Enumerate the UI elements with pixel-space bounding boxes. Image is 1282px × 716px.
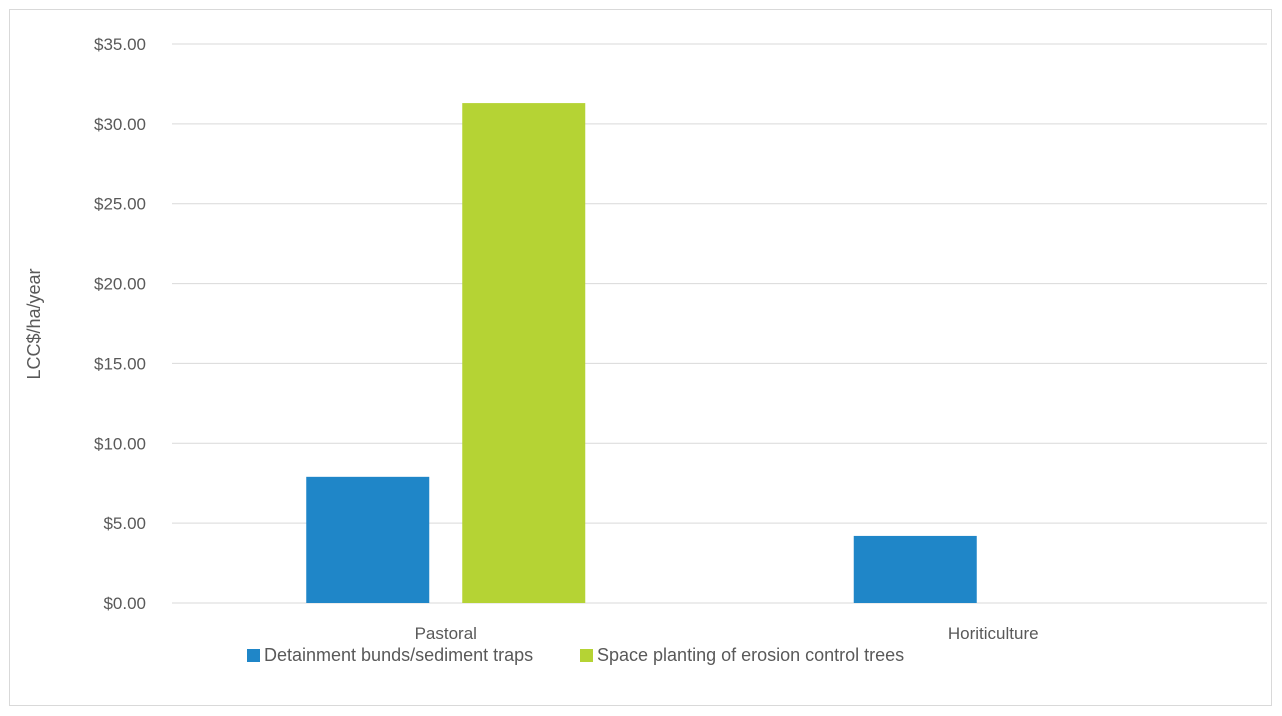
x-tick-label: Horiticulture [948,624,1039,643]
y-tick-label: $35.00 [94,35,146,54]
x-axis-tick-labels: Pastoral Horiticulture [415,624,1039,643]
x-tick-label: Pastoral [415,624,477,643]
legend: Detainment bunds/sediment traps Space pla… [247,645,904,665]
y-tick-label: $10.00 [94,434,146,453]
bar-pastoral-series-1 [306,476,430,603]
bars [306,103,977,603]
y-tick-label: $15.00 [94,354,146,373]
y-tick-label: $25.00 [94,195,146,214]
chart-frame [9,9,1272,706]
legend-label: Space planting of erosion control trees [597,645,904,665]
legend-label: Detainment bunds/sediment traps [264,645,533,665]
y-tick-label: $0.00 [103,594,146,613]
legend-swatch [580,649,593,662]
bar-horiticulture-series-1 [853,535,977,603]
legend-swatch [247,649,260,662]
y-axis-tick-labels: $0.00 $5.00 $10.00 $15.00 $20.00 $25.00 $30.00… [94,35,146,613]
y-tick-label: $30.00 [94,115,146,134]
y-axis-title: LCC$/ha/year [24,268,44,379]
y-tick-label: $20.00 [94,275,146,294]
y-tick-label: $5.00 [103,514,146,533]
bar-pastoral-series-2 [462,103,586,603]
